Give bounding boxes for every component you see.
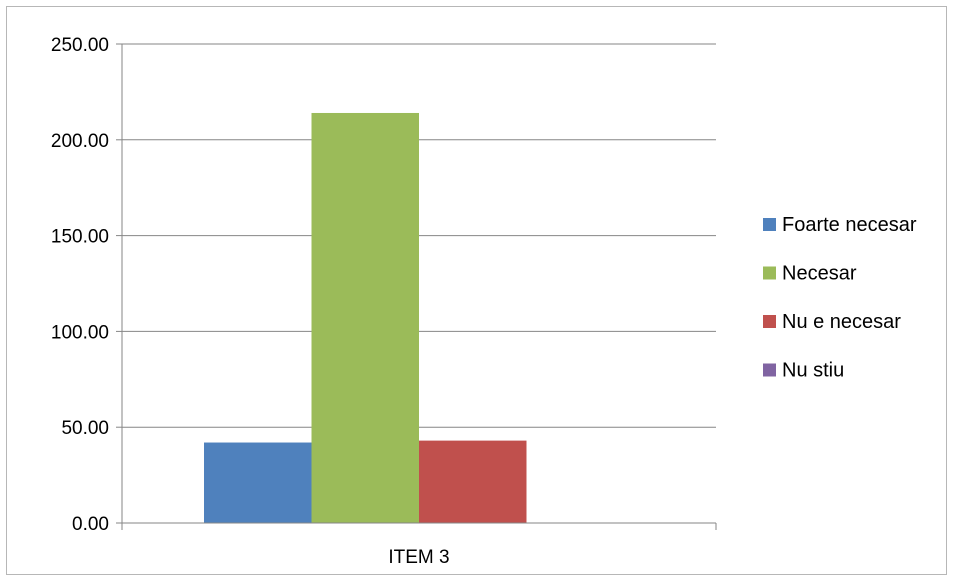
y-tick-label: 0.00	[72, 514, 109, 535]
bar-nu-e-necesar	[419, 440, 527, 523]
legend-swatch-nu-stiu	[763, 363, 776, 377]
y-tick-label: 150.00	[51, 227, 109, 248]
x-tick-labels: ITEM 3	[388, 547, 449, 568]
legend-label-foarte-necesar: Foarte necesar	[782, 214, 917, 236]
y-tick-labels: 0.00 50.00 100.00 150.00 200.00 250.00	[51, 35, 109, 535]
legend-label-nu-stiu: Nu stiu	[782, 360, 844, 382]
x-tick-label: ITEM 3	[388, 547, 449, 568]
legend-swatch-nu-e-necesar	[763, 315, 776, 328]
legend: Foarte necesar Necesar Nu e necesar Nu stiu	[763, 214, 917, 382]
legend-swatch-necesar	[763, 266, 776, 280]
legend-label-nu-e-necesar: Nu e necesar	[782, 311, 901, 333]
bar-chart: 0.00 50.00 100.00 150.00 200.00 250.00 ITEM 3…	[51, 35, 917, 568]
chart-frame: 0.00 50.00 100.00 150.00 200.00 250.00 ITEM 3…	[6, 6, 947, 575]
y-tick-label: 50.00	[61, 418, 109, 439]
y-tick-label: 250.00	[51, 35, 109, 56]
y-tick-label: 100.00	[51, 322, 109, 343]
bars	[204, 112, 527, 523]
axes	[116, 43, 717, 530]
legend-label-necesar: Necesar	[782, 263, 857, 285]
y-tick-label: 200.00	[51, 131, 109, 152]
bar-foarte-necesar	[204, 442, 312, 523]
legend-swatch-foarte-necesar	[763, 218, 776, 231]
bar-necesar	[311, 112, 419, 523]
